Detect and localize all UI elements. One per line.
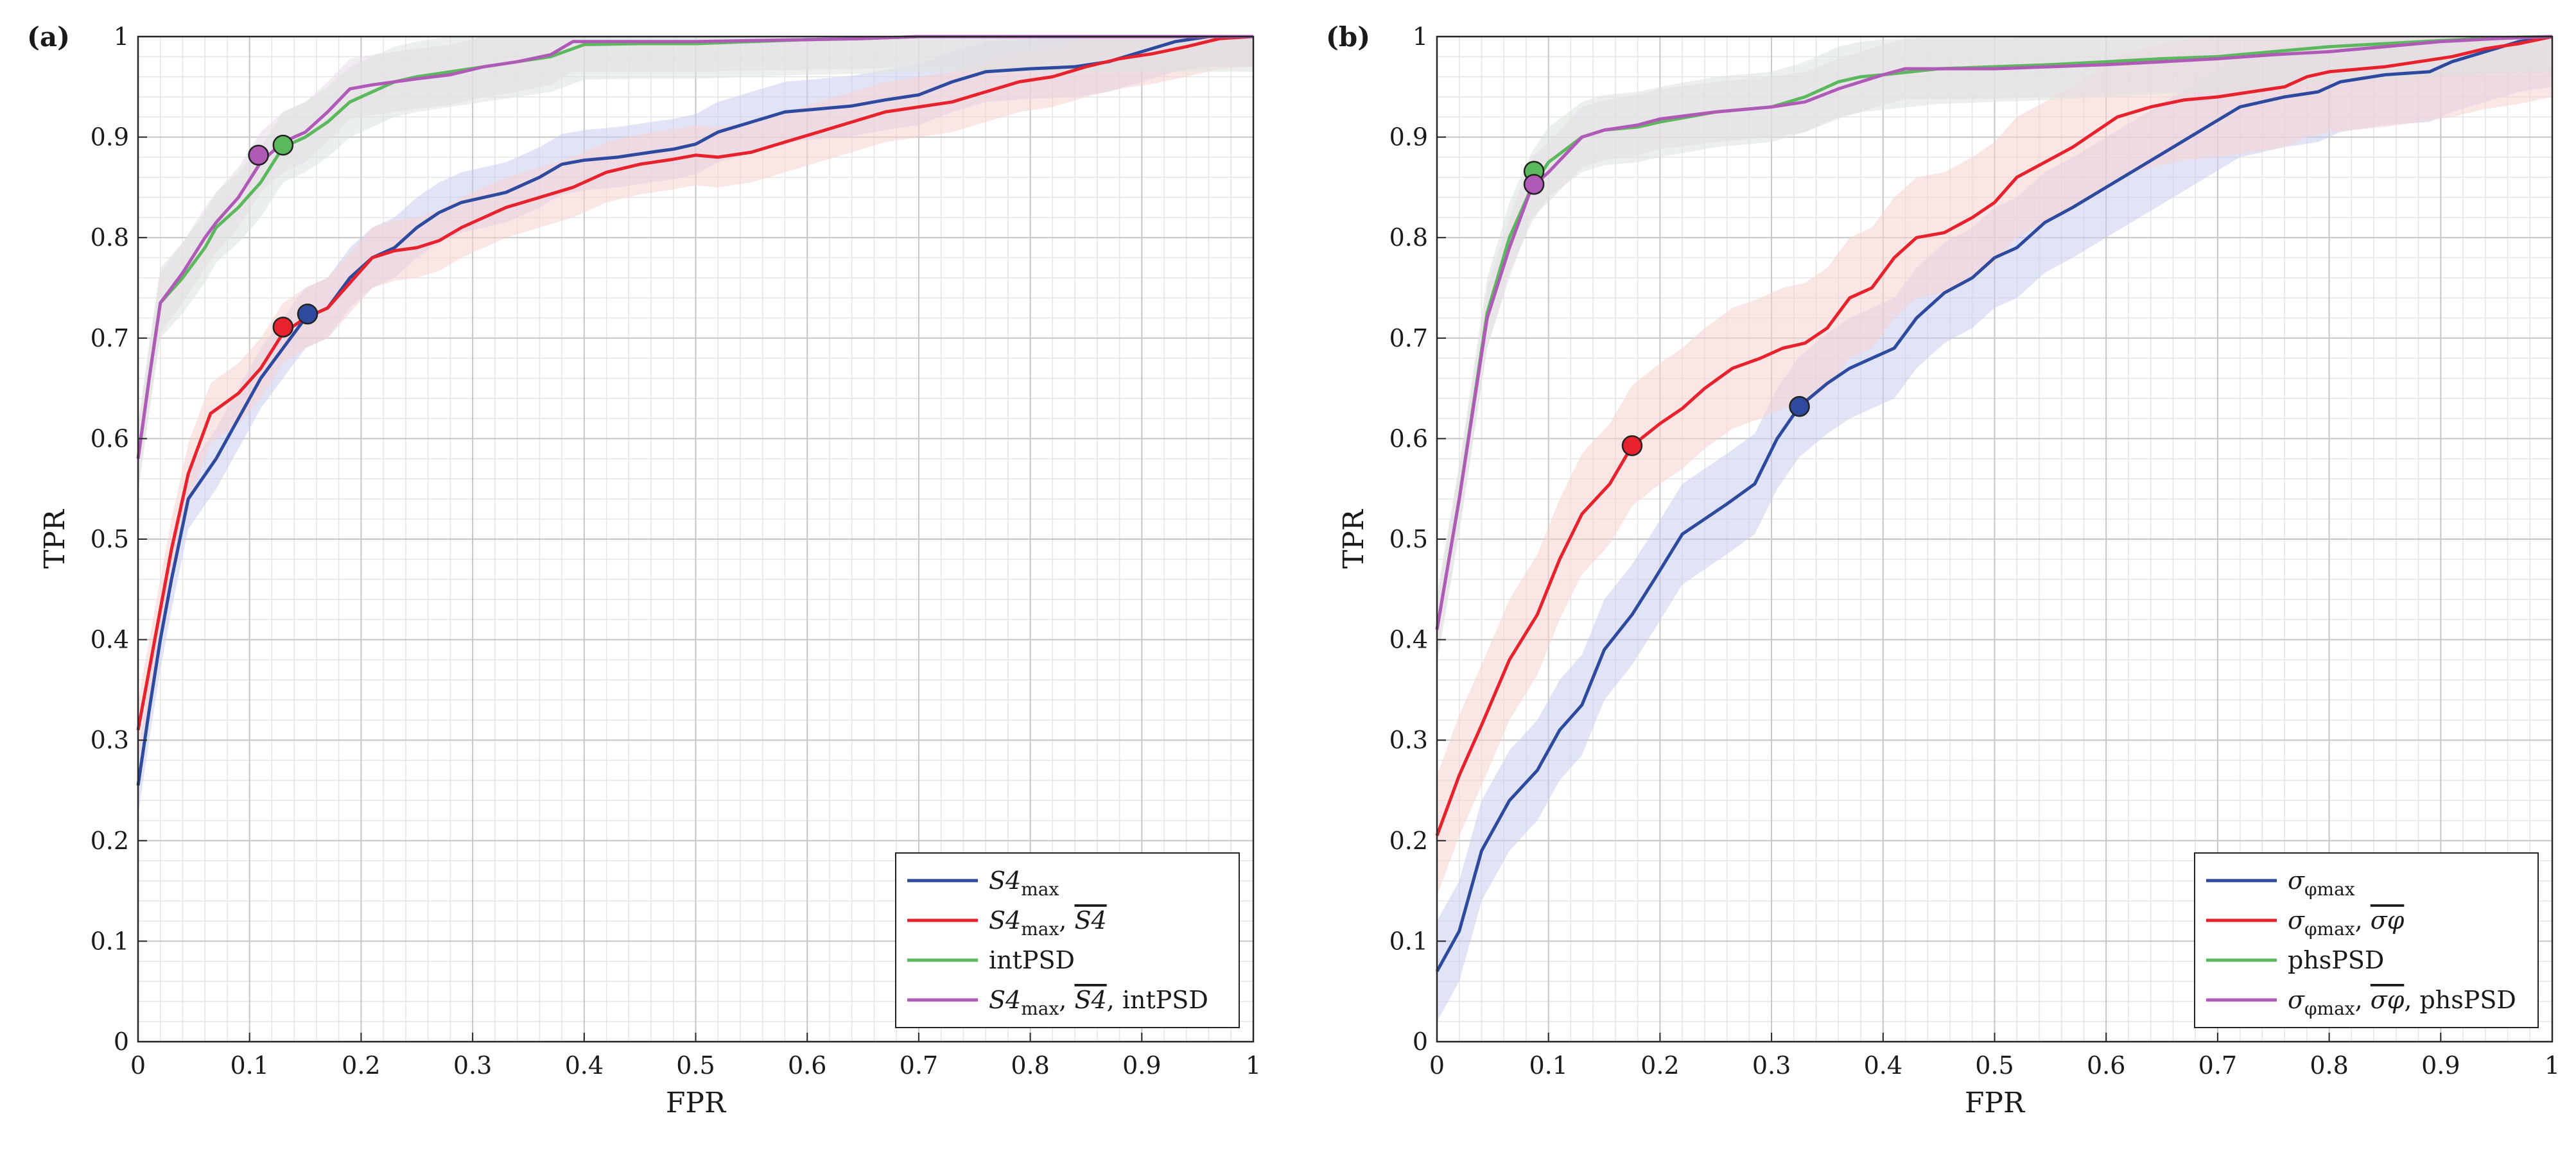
y-tick-label: 0.9 (91, 123, 129, 151)
y-tick-label: 0 (114, 1028, 129, 1056)
y-tick-label: 0.3 (1389, 726, 1428, 754)
x-tick-label: 0.4 (1864, 1051, 1902, 1080)
y-tick-label: 0.7 (91, 324, 129, 352)
x-tick-label: 0.3 (1752, 1051, 1791, 1080)
y-tick-label: 0.5 (91, 525, 129, 553)
x-axis-label: FPR (1965, 1087, 2026, 1119)
x-tick-label: 0.1 (1529, 1051, 1567, 1080)
series-line-0 (136, 35, 1253, 786)
x-tick-label: 0.7 (900, 1051, 938, 1080)
y-axis-label: TPR (1337, 508, 1370, 569)
legend-entry: intPSD (989, 946, 1075, 974)
legend-entry: σφmax, σφ (2288, 906, 2405, 940)
legend-entry: S4max (989, 866, 1059, 900)
x-tick-label: 0.7 (2198, 1051, 2237, 1080)
operating-point-marker (1621, 435, 1643, 456)
y-tick-label: 0.4 (1389, 626, 1428, 654)
y-axis-label: TPR (39, 508, 71, 569)
confidence-band-1 (1437, 37, 2552, 896)
x-tick-label: 1 (1246, 1051, 1261, 1080)
x-tick-label: 0.1 (230, 1051, 268, 1080)
y-tick-label: 0.7 (1389, 324, 1428, 352)
x-tick-label: 0.9 (1122, 1051, 1161, 1080)
panel-label: (a) (27, 21, 70, 53)
y-tick-label: 0.4 (91, 626, 129, 654)
legend-entry: S4max, S4, intPSD (989, 986, 1208, 1019)
x-tick-label: 0.5 (1975, 1051, 2014, 1080)
y-tick-label: 0.1 (91, 927, 129, 955)
x-tick-label: 0.8 (1011, 1051, 1049, 1080)
legend-entry: S4max, S4 (989, 906, 1107, 940)
operating-point-marker (272, 316, 294, 338)
panel-a: 0 0.1 0.2 0.3 0.4 0.5 0.6 0.7 0.8 0.9 1 0 0.1 0.2 0.3 0… (27, 21, 1261, 1119)
x-tick-label: 0.2 (342, 1051, 380, 1080)
x-tick-label: 0.6 (788, 1051, 826, 1080)
y-tick-label: 0.2 (91, 827, 129, 855)
x-tick-label: 0.3 (453, 1051, 492, 1080)
y-tick-label: 0 (1413, 1028, 1428, 1056)
panel-b: 0 0.1 0.2 0.3 0.4 0.5 0.6 0.7 0.8 0.9 1 0 0.1 0.2 0.3 0… (1326, 21, 2560, 1119)
x-tick-label: 1 (2545, 1051, 2560, 1080)
x-axis-label: FPR (666, 1087, 727, 1119)
y-tick-label: 1 (114, 22, 129, 51)
y-tick-label: 0.2 (1389, 827, 1428, 855)
panel-label: (b) (1326, 21, 1370, 53)
x-tick-label: 0.8 (2310, 1051, 2348, 1080)
x-tick-label: 0.9 (2421, 1051, 2460, 1080)
series-line-3 (136, 35, 1253, 460)
y-tick-label: 0.8 (1389, 223, 1428, 252)
confidence-band-1 (138, 37, 1253, 761)
legend-entry: σφmax, σφ, phsPSD (2288, 986, 2516, 1019)
x-tick-label: 0.5 (676, 1051, 715, 1080)
operating-point-marker (1523, 173, 1545, 195)
y-tick-label: 0.1 (1389, 927, 1428, 955)
series-line-0 (1435, 35, 2553, 972)
operating-point-marker (272, 134, 294, 156)
operating-point-marker (248, 144, 269, 166)
x-tick-label: 0 (130, 1051, 146, 1080)
x-tick-label: 0.4 (565, 1051, 604, 1080)
y-tick-label: 0.6 (1389, 424, 1428, 452)
y-tick-label: 0.6 (91, 424, 129, 452)
x-tick-label: 0 (1429, 1051, 1445, 1080)
y-tick-label: 0.9 (1389, 123, 1428, 151)
series-line-1 (1435, 35, 2553, 836)
operating-point-marker (297, 303, 318, 325)
operating-point-marker (1789, 396, 1810, 417)
y-tick-label: 0.8 (91, 223, 129, 252)
series-line-1 (136, 35, 1254, 730)
legend-entry: σφmax (2288, 866, 2355, 900)
y-tick-label: 0.5 (1389, 525, 1428, 553)
y-tick-label: 1 (1413, 22, 1428, 51)
y-tick-label: 0.3 (91, 726, 129, 754)
x-tick-label: 0.6 (2087, 1051, 2125, 1080)
x-tick-label: 0.2 (1640, 1051, 1679, 1080)
legend-entry: phsPSD (2288, 946, 2384, 974)
